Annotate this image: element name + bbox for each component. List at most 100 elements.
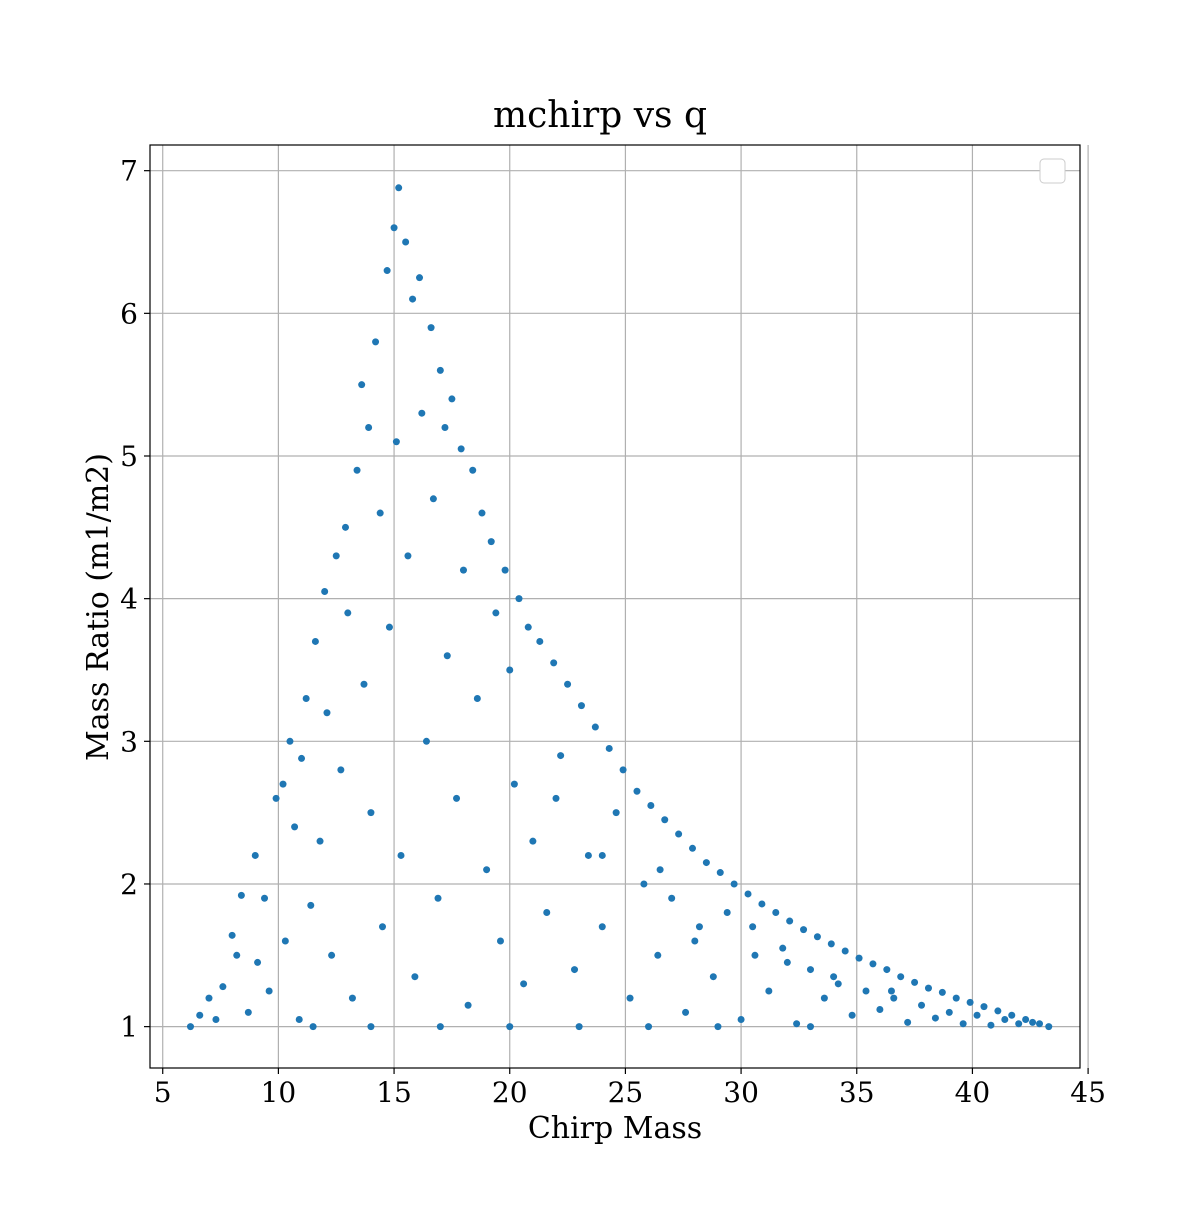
scatter-point [661,816,669,824]
scatter-point [344,609,352,617]
scatter-point [279,780,287,788]
scatter-point [966,998,974,1006]
scatter-point [575,1023,583,1031]
scatter-point [626,994,634,1002]
scatter-point [281,937,289,945]
scatter-point [212,1015,220,1023]
scatter-point [598,923,606,931]
scatter-point [520,980,528,988]
scatter-point [418,409,426,417]
scatter-point [360,680,368,688]
scatter-point [506,1023,514,1031]
scatter-point [723,909,731,917]
scatter-point [524,623,532,631]
scatter-point [605,744,613,752]
scatter-point [820,994,828,1002]
scatter-point [656,866,664,874]
scatter-point [385,623,393,631]
scatter-point [459,566,467,574]
scatter-point [550,659,558,667]
y-tick-label: 5 [120,440,138,473]
scatter-point [1045,1023,1053,1031]
scatter-point [1036,1020,1044,1028]
scatter-point [196,1011,204,1019]
scatter-point [786,917,794,925]
scatter-point [571,966,579,974]
scatter-point [341,523,349,531]
scatter-point [478,509,486,517]
x-tick-label: 30 [723,1076,759,1109]
scatter-point [841,947,849,955]
plot-frame [149,144,1081,1069]
scatter-point [904,1018,912,1026]
scatter-point [265,987,273,995]
scatter-point [464,1001,472,1009]
scatter-point [483,866,491,874]
scatter-point [492,609,500,617]
scatter-point [758,900,766,908]
scatter-point [436,366,444,374]
scatter-point [1029,1018,1037,1026]
scatter-point [848,1011,856,1019]
scatter-point [834,980,842,988]
scatter-point [416,274,424,282]
scatter-point [543,909,551,917]
scatter-point [751,951,759,959]
scatter-point [272,794,280,802]
scatter-point [422,737,430,745]
scatter-point [806,1023,814,1031]
scatter-point [298,754,306,762]
scatter-point [800,926,808,934]
scatter-point [487,538,495,546]
scatter-point [557,752,565,760]
scatter-point [404,552,412,560]
scatter-point [869,960,877,968]
scatter-point [286,737,294,745]
scatter-point [619,766,627,774]
scatter-point [261,894,269,902]
legend-box [1039,158,1066,184]
scatter-point [691,937,699,945]
y-tick-label: 6 [120,297,138,330]
scatter-point [749,923,757,931]
scatter-point [987,1021,995,1029]
scatter-point [952,994,960,1002]
scatter-point [358,381,366,389]
y-tick-label: 7 [120,155,138,188]
scatter-point [793,1020,801,1028]
scatter-point [205,994,213,1002]
scatter-point [411,973,419,981]
scatter-point [887,987,895,995]
scatter-point [457,445,465,453]
scatter-point [529,837,537,845]
scatter-point [682,1008,690,1016]
scatter-point [237,891,245,899]
scatter-point [911,978,919,986]
scatter-points [186,184,1053,1031]
scatter-point [765,987,773,995]
scatter-point [994,1007,1002,1015]
y-axis-ticks: 1 2 3 4 5 6 7 [120,155,150,1044]
scatter-point [219,983,227,991]
scatter-point [938,988,946,996]
scatter-point [395,184,403,192]
scatter-point [716,869,724,877]
scatter-point [251,851,259,859]
scatter-point [702,859,710,867]
x-tick-label: 35 [839,1076,875,1109]
scatter-point [633,787,641,795]
scatter-point [931,1014,939,1022]
scatter-point [443,652,451,660]
scatter-point [1022,1015,1030,1023]
scatter-point [244,1008,252,1016]
scatter-point [640,880,648,888]
scatter-point [1008,1011,1016,1019]
scatter-point [510,780,518,788]
scatter-point [316,837,324,845]
scatter-point [429,495,437,503]
scatter-point [675,830,683,838]
scatter-point [228,931,236,939]
scatter-point [714,1023,722,1031]
scatter-point [337,766,345,774]
